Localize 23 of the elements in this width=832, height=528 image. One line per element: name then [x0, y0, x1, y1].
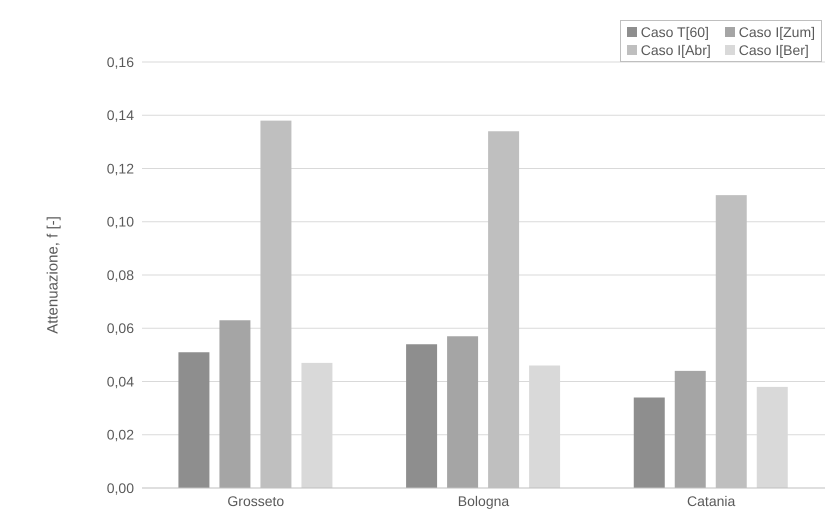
y-tick-label: 0,00: [106, 480, 134, 496]
y-tick-label: 0,08: [106, 266, 134, 283]
y-tick-label: 0,10: [106, 214, 134, 230]
x-tick-label: Catania: [687, 492, 736, 509]
x-tick-label: Bologna: [458, 492, 510, 509]
bar: [219, 320, 250, 488]
legend-label: Caso I[Abr]: [640, 42, 711, 58]
legend-label: Caso T[60]: [640, 24, 709, 40]
bar: [674, 370, 706, 488]
y-tick-label: 0,04: [106, 373, 134, 390]
legend-label: Caso I[Zum]: [738, 24, 815, 40]
bar: [634, 397, 665, 488]
y-tick-label: 0,12: [106, 160, 134, 176]
y-tick-label: 0,14: [106, 107, 134, 124]
legend-label: Caso I[Ber]: [738, 42, 809, 58]
bar: [406, 344, 438, 488]
y-tick-label: 0,02: [106, 426, 134, 443]
bar: [178, 352, 210, 488]
y-tick-label: 0,06: [106, 320, 134, 336]
x-tick-label: Grosseto: [227, 492, 284, 509]
y-tick-label: 0,16: [106, 54, 134, 70]
y-axis-title: Attenuazione, f [-]: [44, 216, 62, 334]
bar: [447, 336, 478, 488]
